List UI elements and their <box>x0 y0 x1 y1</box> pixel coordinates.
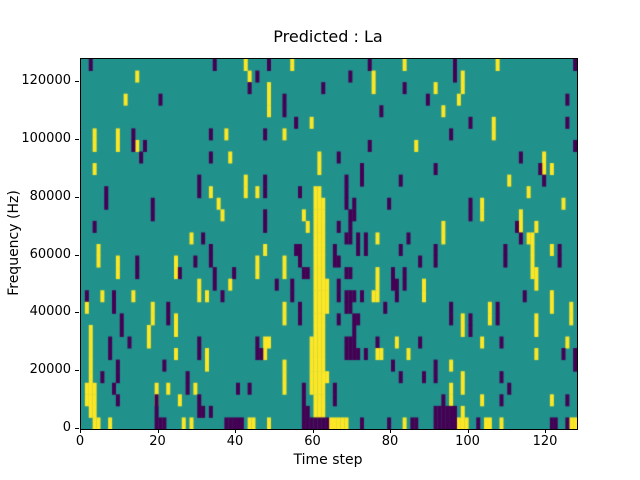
x-tick-mark <box>467 429 469 433</box>
x-tick-label: 120 <box>532 434 558 449</box>
y-tick-mark <box>75 138 79 140</box>
axes-area <box>80 58 578 430</box>
y-tick-label: 80000 <box>29 188 71 204</box>
x-tick-mark <box>545 429 546 433</box>
x-tick-mark <box>80 429 81 433</box>
y-tick-mark <box>75 81 79 83</box>
y-tick-mark <box>75 428 79 429</box>
x-tick-label: 0 <box>75 434 85 449</box>
y-tick-mark <box>75 254 79 256</box>
x-tick-mark <box>390 429 391 433</box>
y-tick-label: 20000 <box>29 362 71 378</box>
x-tick-label: 100 <box>455 434 480 449</box>
x-tick-mark <box>235 429 236 433</box>
y-tick-mark <box>75 196 79 198</box>
plot-title: Predicted : La <box>273 27 383 46</box>
y-tick-label: 0 <box>62 420 71 435</box>
heatmap-canvas <box>81 59 577 429</box>
x-tick-label: 80 <box>381 434 399 449</box>
y-tick-label: 40000 <box>29 304 71 320</box>
y-tick-label: 100000 <box>21 130 71 146</box>
x-tick-label: 20 <box>149 434 166 449</box>
x-tick-label: 60 <box>304 434 321 449</box>
y-tick-label: 120000 <box>21 73 71 89</box>
y-tick-label: 60000 <box>29 246 71 262</box>
x-tick-mark <box>312 429 314 433</box>
y-axis-label: Frequency (Hz) <box>6 190 22 296</box>
x-tick-mark <box>157 429 159 433</box>
y-tick-mark <box>75 370 79 372</box>
x-axis-label: Time step <box>293 452 363 468</box>
y-tick-mark <box>75 312 79 314</box>
x-tick-label: 40 <box>226 434 244 449</box>
